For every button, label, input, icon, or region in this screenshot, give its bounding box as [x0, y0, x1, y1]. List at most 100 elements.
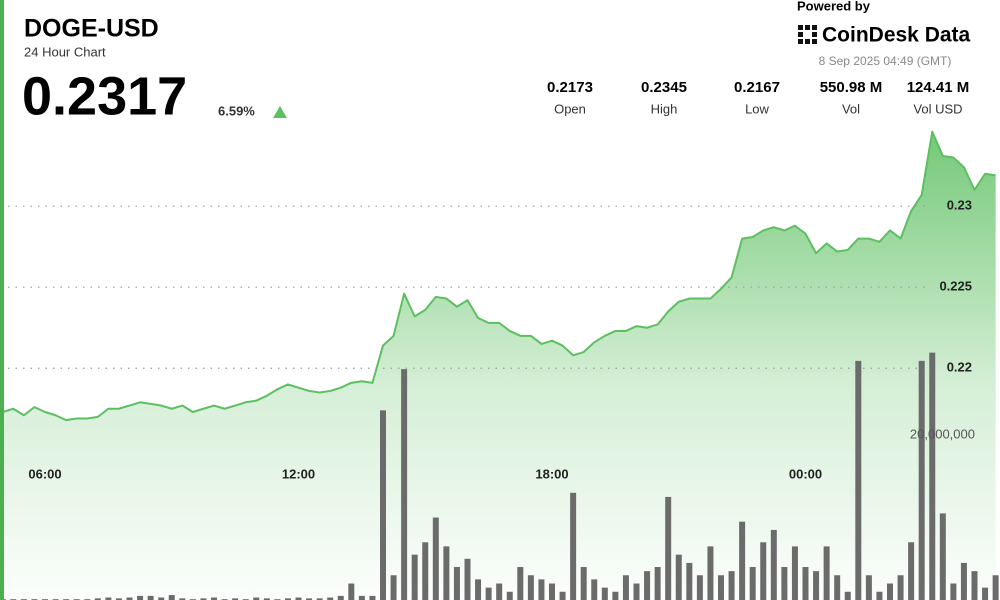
price: 0.2317 [22, 66, 187, 126]
logo-text: CoinDesk Data [822, 24, 971, 47]
volume-bar [179, 598, 186, 600]
volume-bar [823, 546, 830, 600]
volume-bar [580, 567, 587, 600]
y-tick-label: 0.22 [947, 360, 972, 375]
x-tick-label: 12:00 [282, 466, 315, 481]
volume-bar [401, 369, 408, 600]
volume-bar [855, 360, 862, 600]
stat-value: 124.41 M [907, 79, 970, 96]
volume-bar [94, 598, 101, 600]
volume-bar [707, 546, 714, 600]
timestamp: 8 Sep 2025 04:49 (GMT) [819, 54, 952, 68]
volume-bar [549, 583, 555, 600]
volume-bar [781, 567, 788, 600]
subtitle: 24 Hour Chart [24, 44, 106, 59]
volume-bar [939, 513, 946, 600]
accent-bar [0, 0, 4, 600]
up-arrow [273, 106, 287, 118]
volume-bar [527, 575, 534, 600]
volume-bar [622, 575, 629, 600]
volume-bar [506, 591, 513, 600]
volume-bar [696, 575, 703, 600]
volume-bar [908, 542, 915, 600]
y2-tick-label: 20,000,000 [910, 427, 975, 442]
volume-bar [633, 583, 640, 600]
volume-bar [971, 571, 978, 600]
volume-bar [675, 554, 682, 600]
volume-bar [929, 352, 936, 600]
volume-bar [284, 598, 291, 600]
volume-bar [200, 598, 207, 600]
volume-bar [770, 529, 777, 600]
volume-bar [718, 575, 724, 600]
stat-label: Vol [842, 101, 860, 116]
volume-bar [865, 575, 872, 600]
volume-bar [253, 597, 260, 600]
stat-label: Vol USD [913, 101, 962, 116]
volume-bar [115, 598, 122, 600]
powered-by: Powered by [797, 0, 871, 13]
stat-label: Low [745, 101, 769, 116]
volume-bar [612, 591, 619, 600]
volume-bar [168, 595, 175, 600]
y-tick-label: 0.23 [947, 198, 972, 213]
volume-bar [496, 583, 503, 600]
volume-bar [475, 579, 482, 600]
volume-bar [390, 575, 397, 600]
volume-bar [147, 595, 154, 600]
volume-bar [950, 583, 957, 600]
plot-area: 0.22 0.225 0.23 20,000,000 06:00 12:00 18:00 00… [0, 130, 999, 600]
volume-bar [538, 579, 545, 600]
stat-value: 0.2173 [547, 79, 593, 96]
volume-bar [686, 562, 693, 600]
volume-bar [897, 575, 904, 600]
volume-bar [960, 562, 967, 600]
volume-bar [337, 595, 344, 600]
stat-label: High [651, 101, 678, 116]
volume-bar [728, 571, 735, 600]
volume-bar [791, 546, 798, 600]
change: 6.59% [218, 103, 255, 118]
volume-bar [453, 567, 460, 600]
volume-bar [380, 410, 386, 600]
stat-value: 0.2345 [641, 79, 687, 96]
stat-label: Open [554, 101, 586, 116]
x-tick-label: 18:00 [535, 466, 568, 481]
y-tick-label: 0.225 [939, 279, 972, 294]
volume-bar [485, 587, 492, 600]
x-tick-label: 00:00 [789, 466, 822, 481]
volume-bar [876, 591, 883, 600]
volume-bar [570, 492, 577, 600]
volume-bar [105, 597, 112, 600]
volume-bar [887, 583, 893, 600]
volume-bar [644, 571, 651, 600]
volume-bar [158, 597, 165, 600]
volume-bar [749, 567, 756, 600]
x-tick-label: 06:00 [28, 466, 61, 481]
volume-bar [443, 546, 450, 600]
volume-bar [665, 496, 672, 600]
volume-bar [348, 583, 355, 600]
volume-bar [369, 595, 376, 600]
volume-bar [517, 567, 524, 600]
volume-bar [601, 587, 608, 600]
volume-bar [327, 597, 334, 600]
volume-bar [358, 595, 365, 600]
area-fill [2, 131, 996, 600]
volume-bar [306, 598, 313, 600]
stat-value: 550.98 M [820, 79, 883, 96]
volume-bar [654, 567, 661, 600]
volume-bar [316, 598, 323, 600]
volume-bar [137, 595, 144, 600]
stats-row: 0.2173 Open 0.2345 High 0.2167 Low 550.98 M Vol… [547, 79, 969, 116]
volume-bar [739, 521, 746, 600]
volume-bar [844, 591, 851, 600]
volume-bar [464, 558, 471, 600]
volume-bar [918, 360, 925, 600]
volume-bar [232, 598, 239, 600]
price-line [2, 130, 996, 422]
volume-bar [591, 579, 598, 600]
volume-bar [559, 591, 566, 600]
volume-bar [834, 575, 841, 600]
